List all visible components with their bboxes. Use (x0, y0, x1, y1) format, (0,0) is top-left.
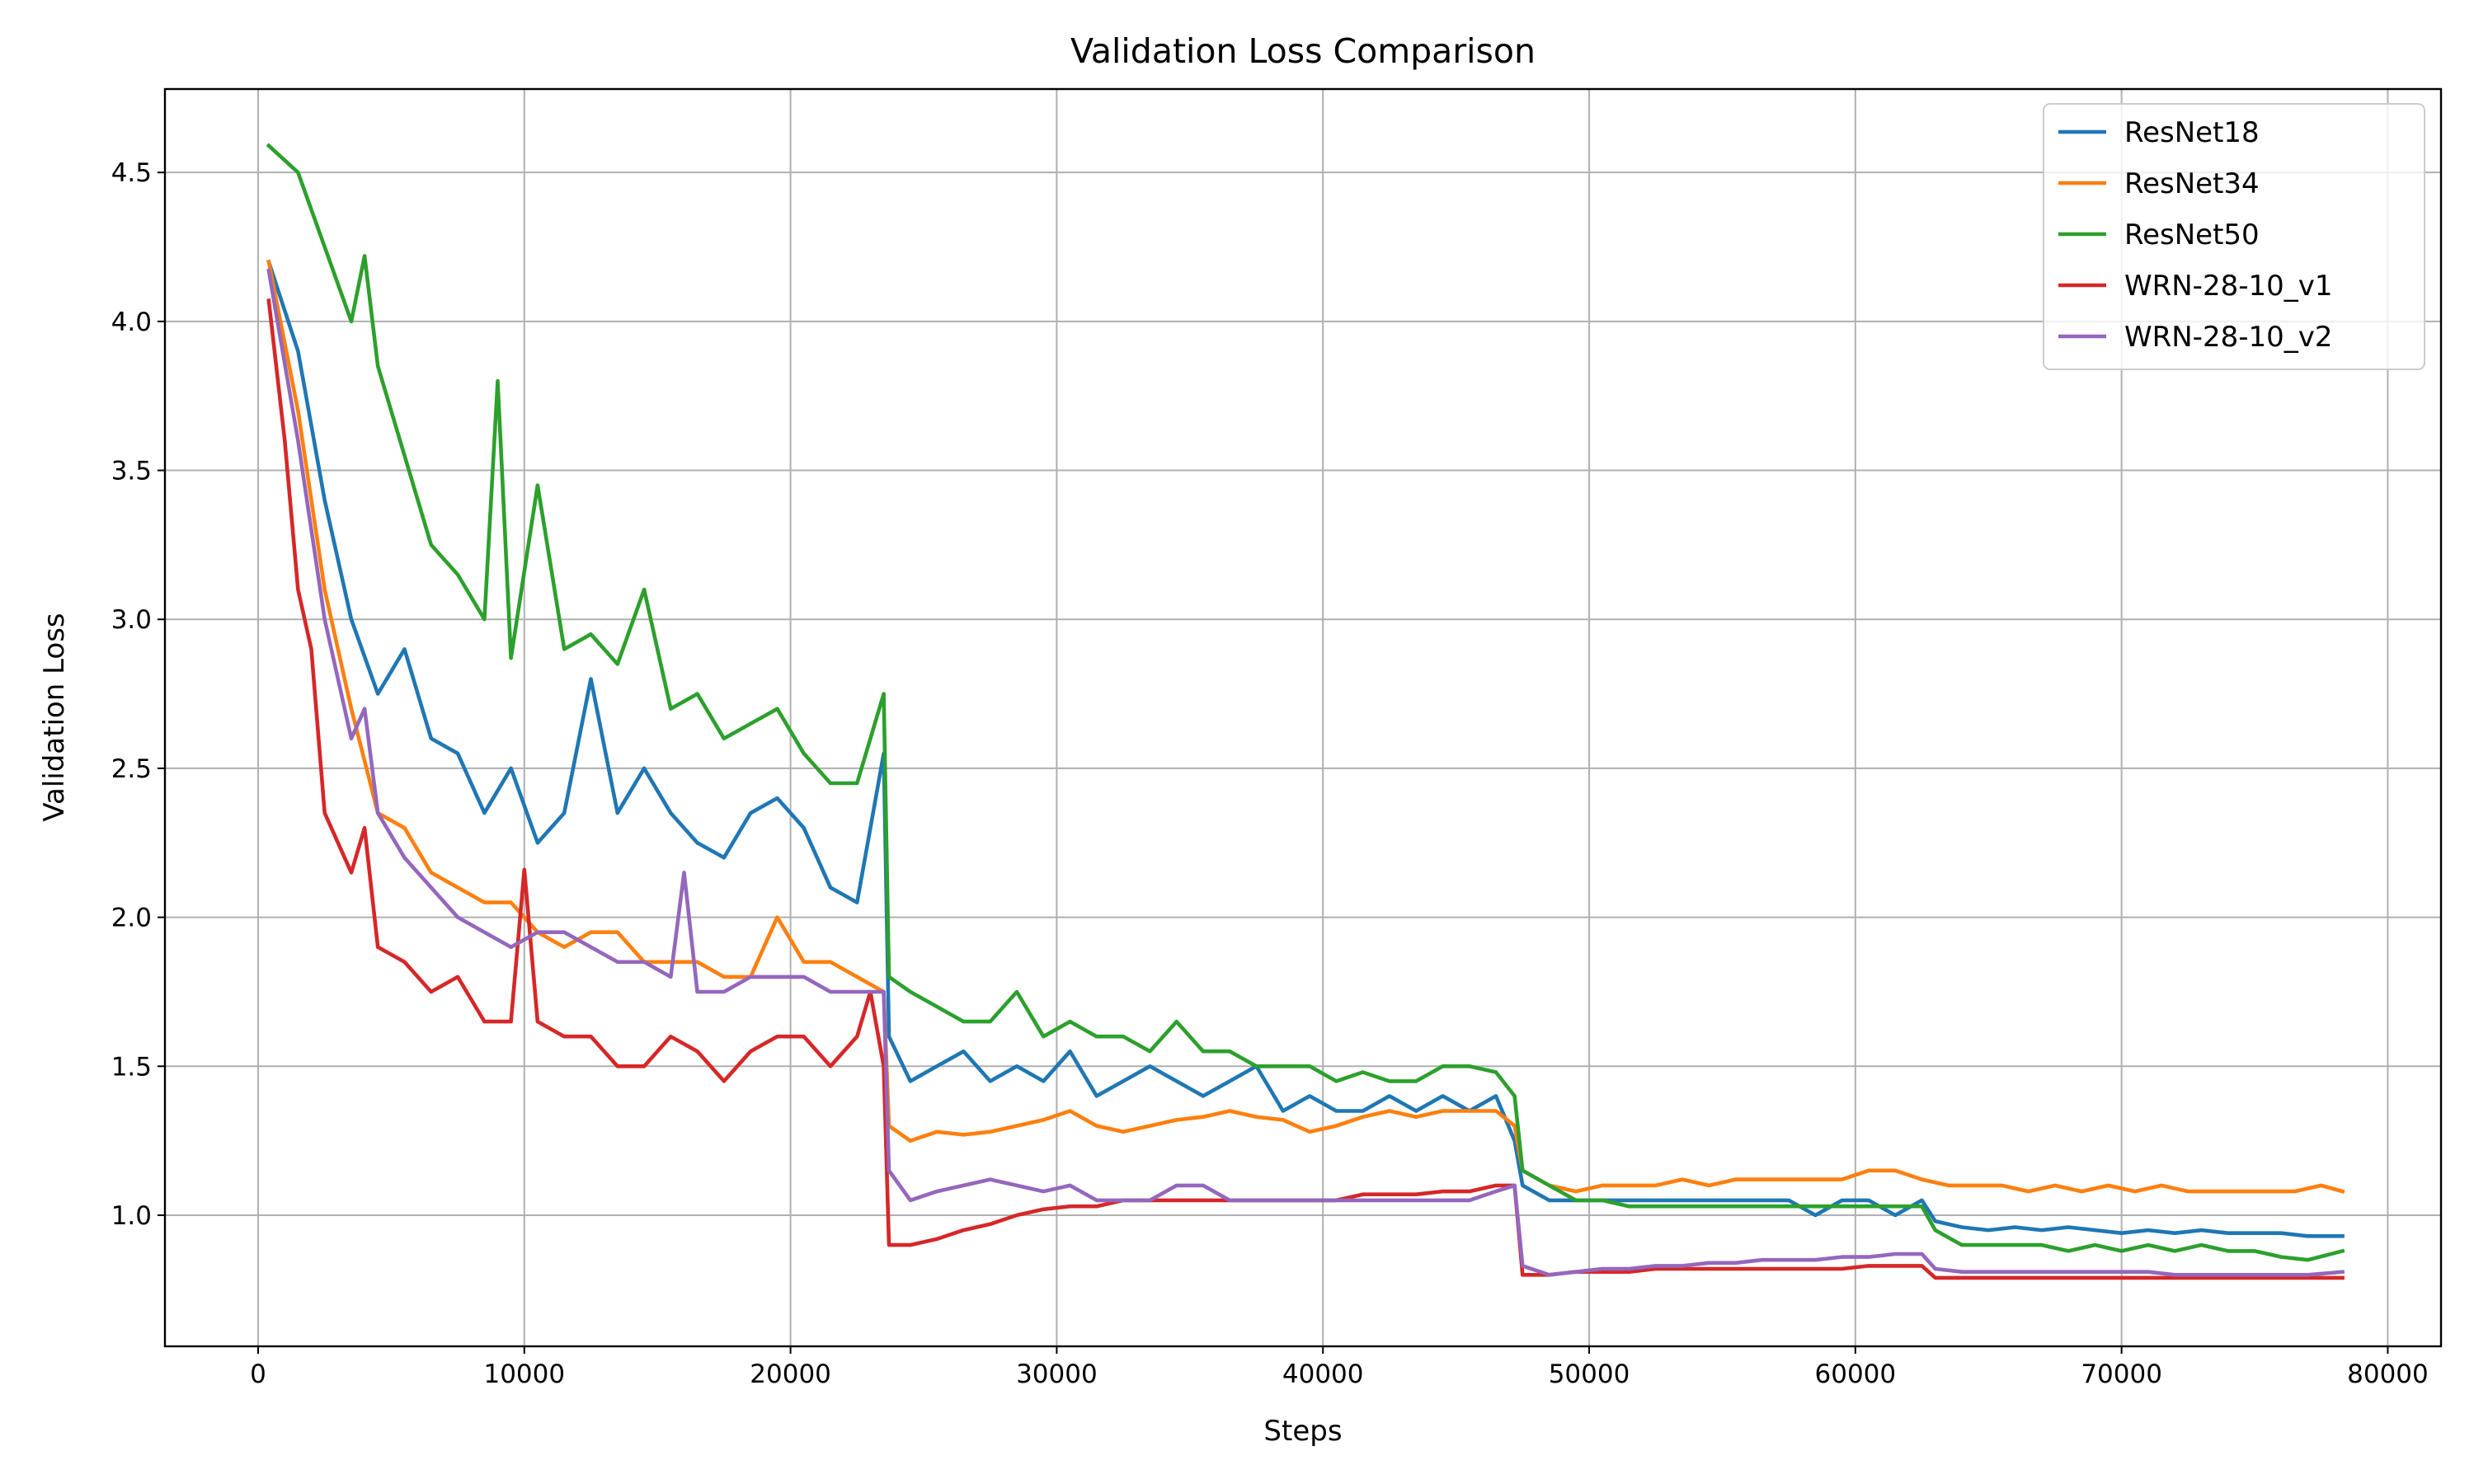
series-line-2 (266, 143, 2345, 1262)
legend-box (2043, 103, 2425, 370)
series-line-1 (266, 259, 2345, 1194)
series-line-4 (266, 268, 2345, 1277)
legend-label: ResNet34 (2124, 167, 2260, 200)
y-tick-label: 1.0 (111, 1201, 152, 1231)
legend: ResNet18 ResNet34 ResNet50 WRN-28-10_v1 WRN-… (2043, 103, 2425, 370)
legend-label: WRN-28-10_v2 (2124, 321, 2333, 354)
legend-label: ResNet50 (2124, 218, 2260, 251)
y-tick-label: 3.0 (111, 605, 152, 635)
x-tick-label: 80000 (2347, 1360, 2429, 1389)
series-line-0 (266, 259, 2345, 1238)
legend-label: WRN-28-10_v1 (2124, 270, 2333, 303)
series-lines (266, 143, 2345, 1280)
y-tick-label: 1.5 (111, 1052, 152, 1082)
y-axis-label: Validation Loss (38, 613, 71, 821)
y-tick-label: 2.0 (111, 904, 152, 933)
x-axis-label: Steps (1263, 1415, 1342, 1448)
chart-title: Validation Loss Comparison (1070, 31, 1536, 71)
x-tick-label: 20000 (750, 1360, 831, 1389)
y-tick-label: 4.5 (111, 158, 152, 188)
y-tick-label: 4.0 (111, 308, 152, 337)
y-tick-label: 3.5 (111, 457, 152, 486)
legend-label: ResNet18 (2124, 116, 2260, 149)
x-tick-label: 70000 (2081, 1360, 2162, 1389)
x-tick-label: 60000 (1815, 1360, 1897, 1389)
axis-ticks: 0 10000 20000 30000 40000 50000 60000 70000 8000… (111, 158, 2429, 1389)
x-tick-label: 10000 (483, 1360, 565, 1389)
y-tick-label: 2.5 (111, 754, 152, 784)
x-tick-label: 0 (250, 1360, 266, 1389)
x-tick-label: 30000 (1016, 1360, 1098, 1389)
plot-area-frame (163, 87, 2443, 1348)
x-tick-label: 40000 (1282, 1360, 1364, 1389)
x-tick-label: 50000 (1549, 1360, 1630, 1389)
